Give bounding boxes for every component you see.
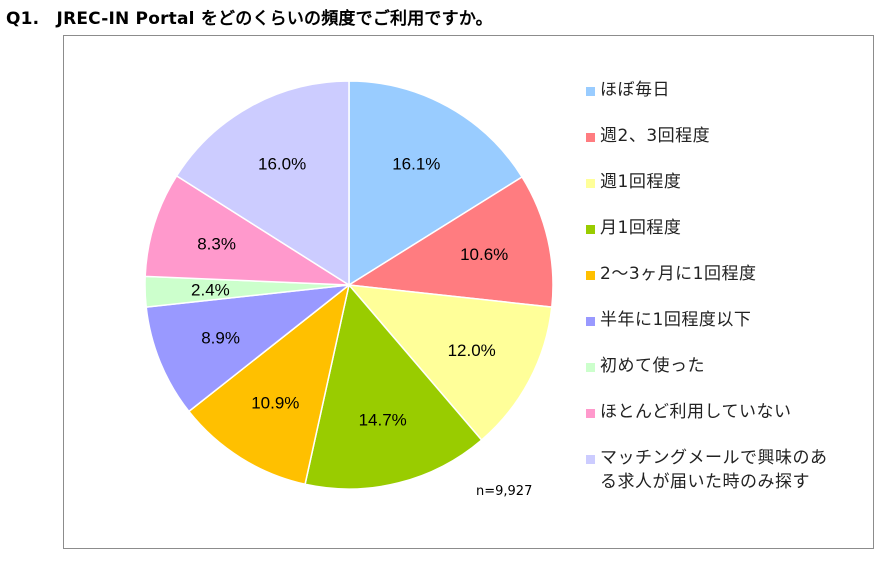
legend-label: 月1回程度 [600, 218, 682, 238]
pie-slice [144, 174, 352, 286]
legend-label: マッチングメールで興味のあ る求人が届いた時のみ探す [600, 448, 828, 492]
pie-slice [304, 283, 483, 490]
question-title: Q1. JREC-IN Portal をどのくらいの頻度でご利用ですか。 [6, 9, 493, 29]
legend-label: 初めて使った [600, 356, 705, 376]
slice-value-label: 16.1% [392, 155, 440, 174]
pie-slice [175, 80, 350, 287]
legend-label: 週2、3回程度 [600, 126, 711, 146]
legend-swatch [586, 363, 595, 372]
slice-value-label: 14.7% [359, 411, 407, 430]
legend-swatch [586, 317, 595, 326]
legend-swatch [586, 133, 595, 142]
legend-swatch [586, 455, 595, 464]
legend-item: 初めて使った [584, 354, 874, 400]
legend-swatch [586, 271, 595, 280]
slice-value-label: 16.0% [258, 155, 306, 174]
legend-item: 月1回程度 [584, 216, 874, 262]
sample-size-label: n=9,927 [476, 484, 533, 499]
pie-slice [348, 80, 524, 287]
legend-item: 2～3ヶ月に1回程度 [584, 262, 874, 308]
legend-swatch [586, 179, 595, 188]
slice-value-label: 10.6% [460, 245, 508, 264]
slice-value-label: 8.3% [197, 235, 236, 254]
legend-label: 週1回程度 [600, 172, 682, 192]
slice-value-label: 8.9% [201, 329, 240, 348]
legend-item: ほとんど利用していない [584, 400, 874, 446]
slice-value-label: 10.9% [251, 394, 299, 413]
legend-swatch [586, 225, 595, 234]
pie-slice [346, 175, 554, 308]
legend-label: 半年に1回程度以下 [600, 310, 752, 330]
legend-item: ほぼ毎日 [584, 78, 874, 124]
chart-frame: 16.1% 10.6% 12.0% 14.7% 10.9% 8.9% 2.4% 8.3% 16.… [63, 35, 874, 549]
legend-item: マッチングメールで興味のあ る求人が届いた時のみ探す [584, 446, 874, 506]
pie-slice [347, 284, 553, 442]
slice-value-label: 12.0% [448, 341, 496, 360]
pie-slice [145, 283, 352, 413]
legend-label: ほとんど利用していない [600, 402, 792, 422]
legend: ほぼ毎日週2、3回程度 週1回程度月1回程度 2～3ヶ月に1回程度 半年に1回程度以下… [584, 78, 874, 506]
legend-item: 週2、3回程度 [584, 124, 874, 170]
pie-slice [187, 283, 351, 486]
legend-item: 週1回程度 [584, 170, 874, 216]
legend-label: 2～3ヶ月に1回程度 [600, 264, 757, 284]
legend-item: 半年に1回程度以下 [584, 308, 874, 354]
legend-swatch [586, 87, 595, 96]
slice-value-label: 2.4% [191, 281, 230, 300]
legend-swatch [586, 409, 595, 418]
pie-chart: 16.1% 10.6% 12.0% 14.7% 10.9% 8.9% 2.4% 8.3% 16.… [144, 80, 554, 490]
legend-label: ほぼ毎日 [600, 80, 670, 100]
